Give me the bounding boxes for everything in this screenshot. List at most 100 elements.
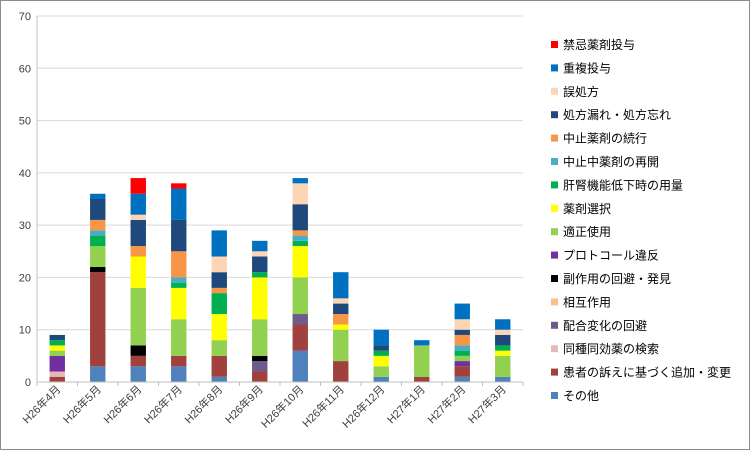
bar-segment — [414, 345, 430, 377]
bar-segment — [49, 345, 65, 351]
legend-label: 誤処方 — [563, 84, 599, 99]
bar-segment — [454, 376, 470, 382]
bar-segment — [171, 251, 187, 278]
legend-label: 配合変化の回避 — [563, 318, 647, 333]
legend-swatch — [551, 392, 558, 399]
bar-segment — [252, 272, 268, 278]
bar-segment — [130, 219, 146, 247]
bar-segment — [333, 272, 349, 299]
bar-segment — [373, 355, 389, 367]
bar-segment — [90, 219, 106, 231]
bar-segment — [252, 277, 268, 320]
bar-segment — [49, 376, 65, 382]
x-tick-label: H26年5月 — [60, 382, 104, 426]
bar-segment — [90, 272, 106, 367]
bar-segment — [292, 235, 308, 241]
x-tick-label: H26年8月 — [181, 382, 225, 426]
bar-segment — [171, 188, 187, 220]
bar-segment — [414, 340, 430, 346]
y-tick-label: 0 — [25, 377, 31, 389]
bar-segment — [90, 199, 106, 220]
legend-label: 副作用の回避・発見 — [563, 272, 671, 286]
bar-segment — [90, 193, 106, 199]
bar-segment — [495, 350, 511, 356]
legend-label: その他 — [563, 389, 599, 403]
bar-segment — [333, 298, 349, 304]
legend-swatch — [551, 298, 558, 306]
bar-segment — [171, 355, 187, 367]
x-tick-label: H27年3月 — [465, 382, 509, 426]
bar-segment — [90, 366, 106, 382]
legend-label: プロトコール違反 — [563, 249, 659, 263]
bar-segment — [130, 178, 146, 194]
bar-segment — [292, 314, 308, 325]
bar-segment — [171, 219, 187, 252]
bar-segment — [252, 251, 268, 257]
x-tick-label: H26年11月 — [299, 382, 347, 430]
x-axis-ticks: H26年4月H26年5月H26年6月H26年7月H26年8月H26年9月H26年… — [19, 382, 509, 430]
bar-segment — [454, 319, 470, 330]
bar-segment — [211, 340, 227, 356]
legend-swatch — [551, 204, 558, 212]
bar-segment — [171, 282, 187, 288]
legend-label: 中止中薬剤の再開 — [563, 154, 659, 169]
bar-segment — [454, 329, 470, 335]
legend-swatch — [551, 111, 558, 119]
y-tick-label: 40 — [19, 168, 31, 180]
bar-segment — [373, 350, 389, 356]
legend-label: 中止薬剤の続行 — [563, 131, 647, 146]
bar-segment — [373, 376, 389, 382]
legend-swatch — [551, 134, 558, 142]
x-tick-label: H27年2月 — [424, 382, 468, 426]
bar-segment — [333, 329, 349, 362]
bar-segment — [292, 240, 308, 247]
y-tick-label: 50 — [19, 116, 31, 128]
bar-segment — [252, 361, 268, 372]
bar-segment — [252, 355, 268, 362]
bar-segment — [252, 319, 268, 356]
bar-segment — [90, 266, 106, 273]
legend-swatch — [551, 87, 558, 95]
legend-swatch — [551, 64, 558, 72]
y-tick-label: 70 — [19, 11, 31, 23]
bar-segment — [211, 376, 227, 382]
legend-swatch — [551, 251, 558, 259]
bar-segment — [495, 319, 511, 330]
bar-segment — [414, 376, 430, 382]
bar-segment — [171, 319, 187, 356]
legend-swatch — [551, 275, 558, 282]
bar-segment — [130, 287, 146, 346]
legend-label: 重複投与 — [563, 60, 611, 75]
bar-segment — [292, 350, 308, 382]
bar-segment — [292, 277, 308, 315]
bar-segment — [333, 303, 349, 315]
bar-segment — [292, 183, 308, 205]
x-tick-label: H27年1月 — [384, 382, 428, 426]
bar-segment — [90, 246, 106, 267]
bar-segment — [292, 178, 308, 184]
bar-segment — [373, 366, 389, 377]
legend-label: 肝腎機能低下時の用量 — [563, 177, 683, 192]
legend-swatch — [551, 158, 558, 165]
bar-segment — [252, 371, 268, 382]
bar-segment — [130, 214, 146, 220]
legend-swatch — [551, 228, 558, 236]
bar-segment — [454, 366, 470, 377]
bar-segment — [252, 240, 268, 252]
bar-segment — [211, 355, 227, 377]
bar-segment — [495, 334, 511, 346]
bar-segment — [373, 345, 389, 351]
bar-segment — [454, 303, 470, 320]
bar-segment — [292, 204, 308, 231]
legend-swatch — [551, 345, 558, 353]
y-tick-label: 30 — [19, 220, 31, 232]
y-tick-label: 10 — [19, 325, 31, 337]
bar-segment — [130, 256, 146, 288]
legend-swatch — [551, 368, 558, 376]
legend-label: 薬剤選択 — [563, 201, 611, 216]
x-tick-label: H26年10月 — [258, 382, 306, 430]
bar-segment — [90, 235, 106, 247]
bar-segment — [333, 361, 349, 382]
bar-segment — [373, 329, 389, 346]
